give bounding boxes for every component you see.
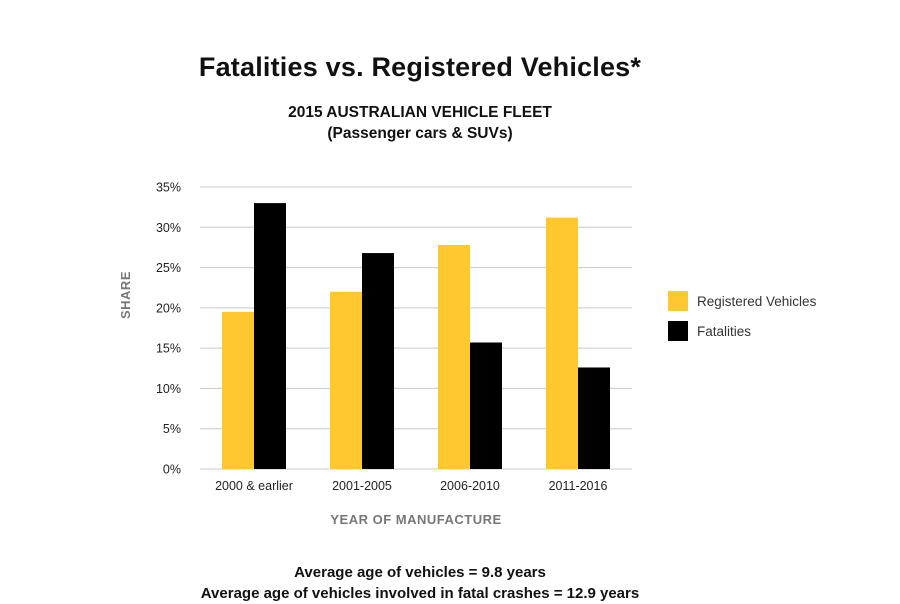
footnote-line-2: Average age of vehicles involved in fata… [200,585,640,602]
y-tick-label: 25% [156,261,181,275]
y-tick-label: 10% [156,382,181,396]
x-tick-label: 2000 & earlier [215,479,293,493]
bar-registered-3 [438,245,470,469]
subtitle-line-2: (Passenger cars & SUVs) [327,125,513,142]
chart-title: Fatalities vs. Registered Vehicles* [198,52,642,82]
bar-fatalities-1 [254,203,286,469]
x-tick-label: 2001-2005 [332,479,392,493]
bar-registered-4 [546,217,578,469]
bar-fatalities-4 [578,367,610,469]
bar-registered-1 [222,311,254,469]
legend-label-fatalities: Fatalities [697,324,751,339]
footnote-line-1: Average age of vehicles = 9.8 years [294,564,546,581]
legend-swatch-registered [668,291,688,311]
y-tick-label: 15% [156,342,181,356]
legend-swatch-fatalities [668,321,688,341]
y-tick-label: 30% [156,221,181,235]
subtitle-line-1: 2015 AUSTRALIAN VEHICLE FLEET [288,104,552,121]
x-axis-title: YEAR OF MANUFACTURE [330,512,501,527]
y-tick-label: 0% [163,463,181,477]
chart-footnote: Average age of vehicles = 9.8 years Aver… [0,562,840,604]
y-tick-label: 5% [163,422,181,436]
y-axis-title: SHARE [118,271,133,319]
x-tick-label: 2006-2010 [440,479,500,493]
chart-subtitle: 2015 AUSTRALIAN VEHICLE FLEET (Passenger… [0,102,840,144]
x-tick-label: 2011-2016 [549,479,608,493]
y-tick-label: 20% [156,301,181,315]
legend-label-registered: Registered Vehicles [697,294,817,309]
y-tick-label: 35% [156,181,181,195]
bar-registered-2 [330,291,362,469]
bar-fatalities-3 [470,342,502,469]
bar-fatalities-2 [362,253,394,469]
